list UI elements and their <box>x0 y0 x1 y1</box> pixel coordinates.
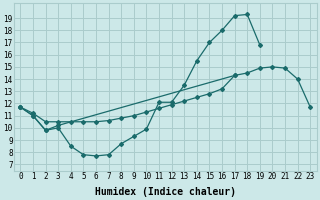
X-axis label: Humidex (Indice chaleur): Humidex (Indice chaleur) <box>95 186 236 197</box>
